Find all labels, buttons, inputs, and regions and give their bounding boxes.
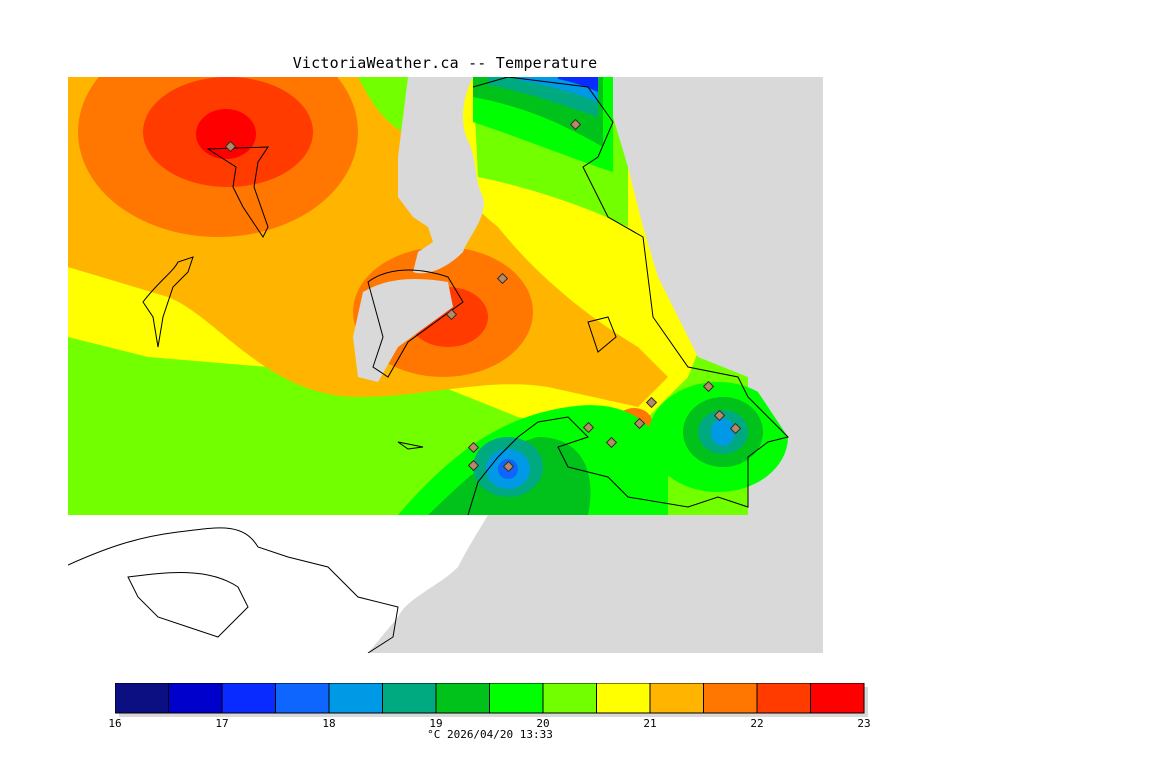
colorbar-bin bbox=[489, 682, 544, 714]
colorbar-bin bbox=[435, 682, 490, 714]
temperature-map[interactable] bbox=[67, 27, 823, 654]
colorbar-bin bbox=[275, 682, 330, 714]
colorbar-bin bbox=[596, 682, 651, 714]
colorbar-bin bbox=[328, 682, 383, 714]
map-title: VictoriaWeather.ca -- Temperature bbox=[292, 54, 598, 72]
sea-areas bbox=[68, 77, 823, 653]
weather-stations bbox=[224, 118, 742, 473]
colorbar-tick-label: 21 bbox=[643, 717, 657, 730]
colorbar-bin bbox=[114, 682, 169, 714]
colorbar-bin bbox=[542, 682, 597, 714]
colorbar-tick-label: 20 bbox=[536, 717, 550, 730]
colorbar-tick-label: 23 bbox=[857, 717, 871, 730]
colorbar-tick-label: 17 bbox=[215, 717, 229, 730]
colorbar-bin bbox=[649, 682, 704, 714]
coastlines bbox=[67, 76, 789, 654]
colorbar-tick-label: 22 bbox=[750, 717, 764, 730]
colorbar-bin bbox=[756, 682, 811, 714]
colorbar-tick-label: 18 bbox=[322, 717, 336, 730]
colorbar-bin bbox=[810, 682, 865, 714]
colorbar-tick-label: 19 bbox=[429, 717, 443, 730]
colorbar-tick-label: 16 bbox=[108, 717, 122, 730]
units-and-timestamp: °C 2026/04/20 13:33 bbox=[427, 728, 553, 741]
temperature-colorbar bbox=[114, 682, 875, 721]
colorbar-bin bbox=[221, 682, 276, 714]
colorbar-bin bbox=[382, 682, 437, 714]
colorbar-bin bbox=[703, 682, 758, 714]
colorbar-bin bbox=[168, 682, 223, 714]
